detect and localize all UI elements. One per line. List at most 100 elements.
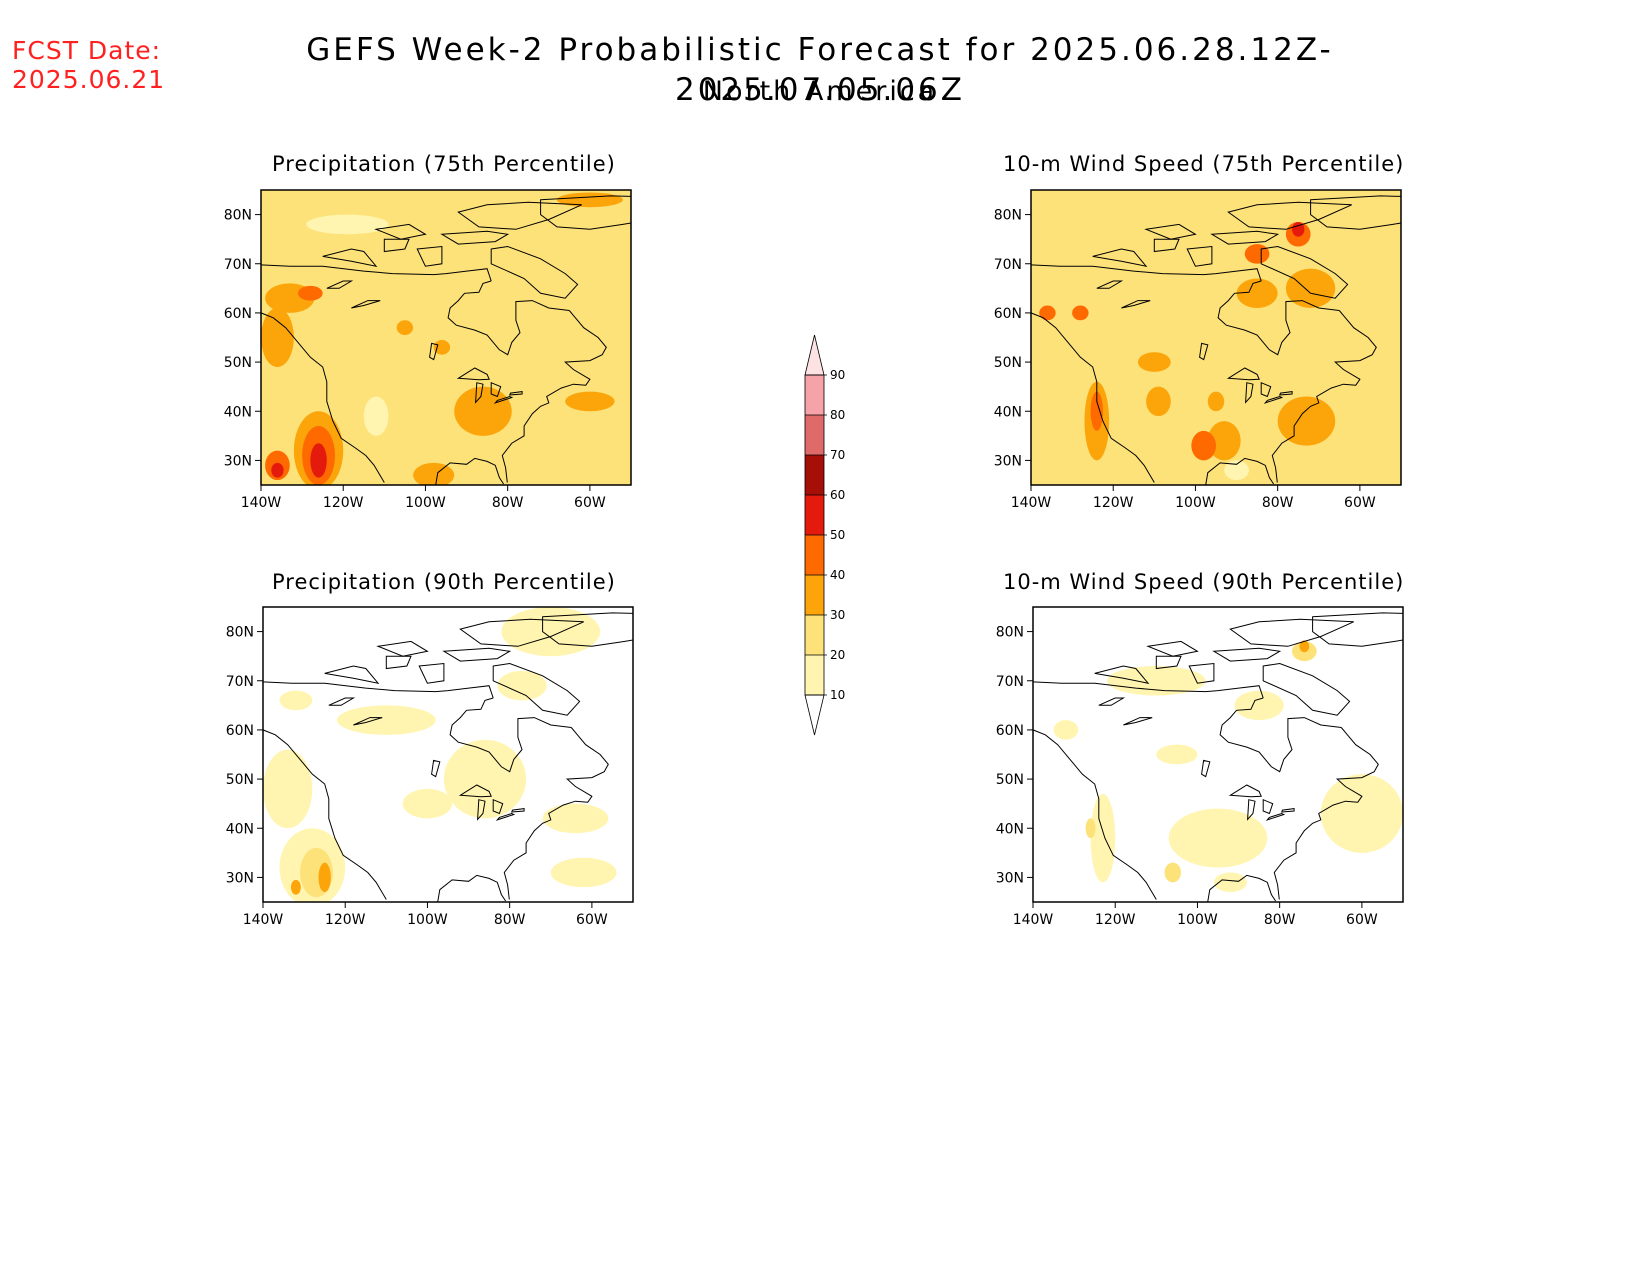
lat-tick-label: 40N: [224, 404, 252, 420]
probability-patch: [1207, 391, 1225, 412]
forecast-date-value: 2025.06.21: [12, 65, 166, 94]
colorbar-label: 60: [830, 488, 845, 502]
probability-field: [1033, 607, 1403, 902]
probability-patch: [1137, 352, 1171, 372]
coastline: [261, 312, 385, 483]
colorbar-segment: [805, 455, 824, 495]
island-outline: [1188, 662, 1215, 684]
panel-title-wind75: 10-m Wind Speed (75th Percentile): [1003, 152, 1405, 176]
lat-tick-label: 70N: [226, 674, 254, 690]
island-outline: [459, 618, 584, 647]
panel-title-wind90: 10-m Wind Speed (90th Percentile): [1003, 570, 1405, 594]
island-outline: [324, 665, 380, 684]
probability-patch: [443, 739, 527, 819]
probability-patch: [557, 192, 623, 208]
probability-patch: [1244, 244, 1270, 264]
colorbar-cap-bottom: [804, 694, 825, 736]
probability-patch: [1299, 640, 1310, 653]
lat-tick-label: 80N: [226, 625, 254, 641]
lake-outline: [1226, 367, 1260, 381]
coastline: [501, 310, 607, 483]
island-outline: [542, 612, 633, 647]
colorbar-label: 30: [830, 608, 845, 622]
island-outline: [1094, 665, 1150, 684]
lake-outline: [508, 391, 523, 396]
probability-patch: [1236, 278, 1278, 308]
lat-tick-label: 60N: [996, 723, 1024, 739]
island-outline: [540, 195, 631, 230]
coastline: [435, 457, 505, 485]
island-outline: [1260, 245, 1349, 299]
probability-patch: [542, 803, 609, 834]
lake-outline: [493, 395, 514, 404]
lake-outline: [456, 367, 490, 381]
probability-patch: [1146, 386, 1171, 417]
lake-outline: [1098, 697, 1126, 706]
island-outline: [1186, 245, 1213, 267]
island-outline: [490, 245, 579, 299]
lake-outline: [1096, 280, 1124, 289]
lon-tick-label: 60W: [576, 912, 608, 928]
forecast-date-block: FCST Date: 2025.06.21: [12, 36, 165, 94]
coastline: [449, 697, 572, 773]
probability-patch: [310, 443, 327, 478]
colorbar-label: 70: [830, 448, 845, 462]
island-outline: [418, 662, 445, 684]
map-frame: [1030, 189, 1402, 486]
probability-patch: [363, 396, 389, 436]
lon-tick-label: 100W: [407, 912, 448, 928]
island-outline: [383, 238, 410, 253]
lon-tick-label: 80W: [494, 912, 526, 928]
coastline: [1219, 697, 1342, 773]
probability-patch: [550, 857, 617, 888]
lake-outline: [351, 300, 381, 309]
lat-tick-label: 30N: [224, 453, 252, 469]
coastline: [1033, 681, 1264, 699]
page-title: GEFS Week-2 Probabilistic Forecast for 2…: [306, 32, 1334, 108]
colorbar-svg: 10 20 30 40 50 60 70 80 90: [804, 334, 845, 736]
lat-tick-label: 40N: [996, 821, 1024, 837]
lake-outline: [1245, 382, 1254, 404]
coastline: [1031, 264, 1262, 282]
coastline: [503, 727, 609, 900]
coastline: [263, 681, 494, 699]
lon-tick-label: 100W: [1175, 495, 1216, 511]
lat-tick-label: 50N: [226, 772, 254, 788]
probability-patch: [271, 462, 284, 478]
island-outline: [1146, 640, 1199, 657]
coastline: [1031, 312, 1155, 483]
coastlines: [1033, 612, 1403, 902]
lake-outline: [353, 717, 383, 726]
lat-tick-label: 70N: [996, 674, 1024, 690]
probability-patch: [279, 690, 313, 711]
probability-patch: [263, 749, 313, 829]
colorbar-label: 40: [830, 568, 845, 582]
island-outline: [374, 223, 427, 240]
coastlines: [263, 612, 633, 902]
lon-tick-label: 60W: [574, 495, 606, 511]
lon-tick-label: 140W: [1011, 495, 1052, 511]
lat-tick-label: 50N: [994, 355, 1022, 371]
lat-tick-label: 60N: [224, 306, 252, 322]
island-outline: [385, 655, 412, 670]
lake-outline: [510, 808, 525, 813]
lat-tick-label: 70N: [224, 257, 252, 273]
island-outline: [1229, 618, 1354, 647]
colorbar-segment: [805, 375, 824, 415]
probability-patch: [1234, 690, 1284, 721]
probability-patch: [1072, 305, 1089, 321]
probability-patch: [1156, 744, 1198, 765]
lon-tick-label: 140W: [241, 495, 282, 511]
map-panel-wind90: 140W 120W 100W 80W 60W 30N 40N 50N 60N 70N 80N: [983, 606, 1413, 947]
lake-outline: [328, 697, 356, 706]
lat-tick-label: 50N: [224, 355, 252, 371]
lat-tick-label: 40N: [226, 821, 254, 837]
coastline: [1207, 874, 1277, 902]
probability-patch: [433, 339, 451, 355]
lake-outline: [1280, 808, 1295, 813]
probability-field: [1031, 190, 1401, 485]
coastline: [447, 280, 570, 356]
coastline: [261, 264, 492, 282]
map-wind75: 140W 120W 100W 80W 60W 30N 40N 50N 60N 70N 80N: [994, 189, 1402, 511]
lat-tick-label: 80N: [996, 625, 1024, 641]
